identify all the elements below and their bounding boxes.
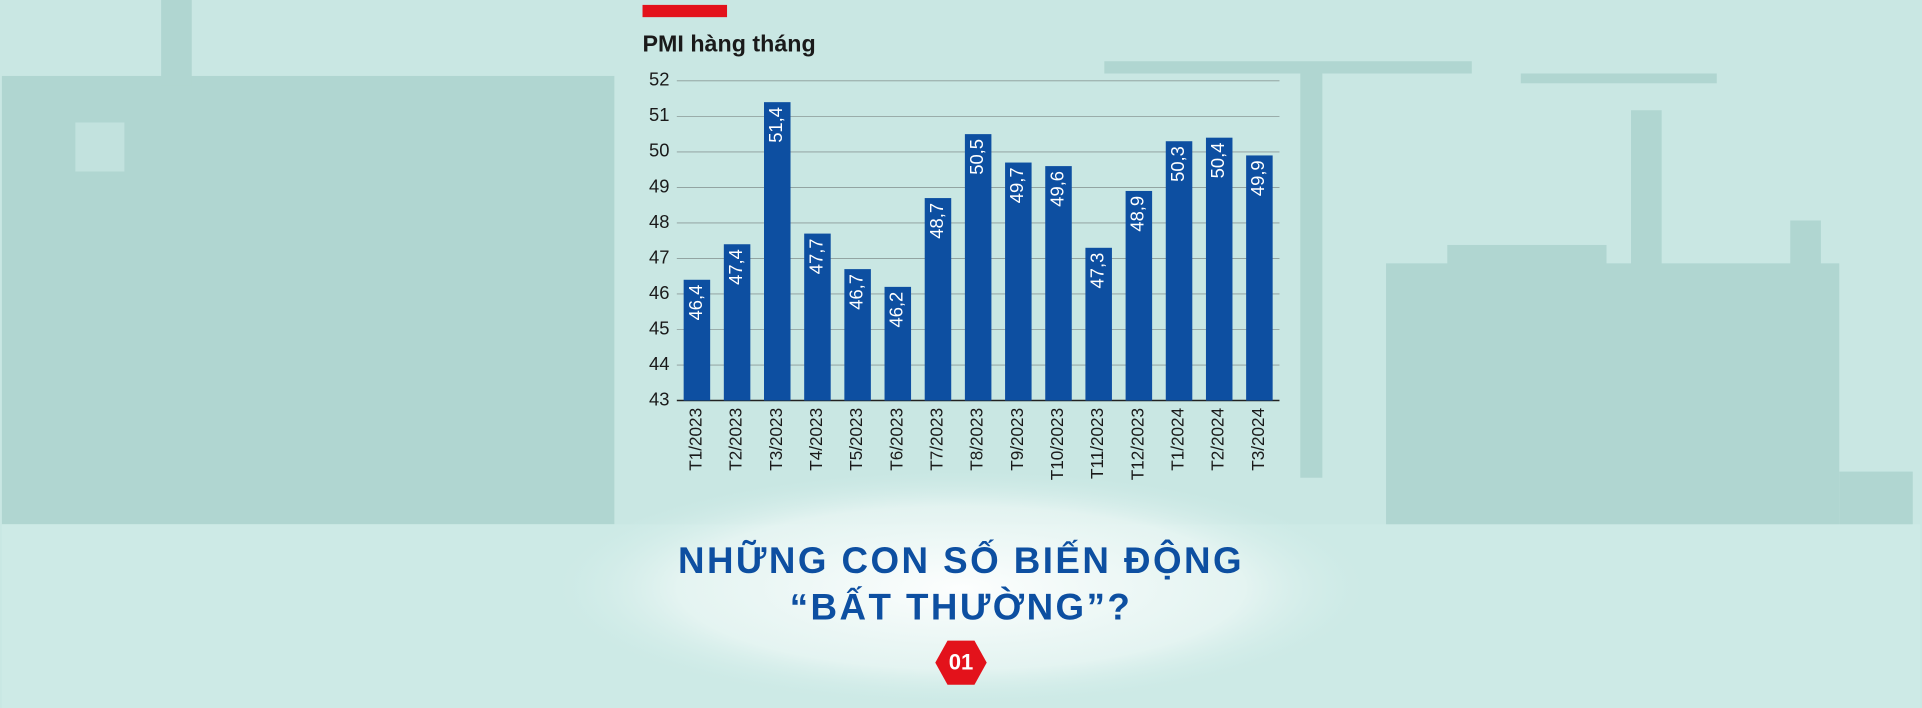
- bar: [1085, 247, 1112, 401]
- value-label: 51,4: [765, 107, 786, 143]
- value-label: 47,3: [1087, 253, 1108, 289]
- x-tick-label: T7/2023: [927, 408, 947, 471]
- headline-glow: [556, 471, 1366, 705]
- bar: [764, 102, 791, 401]
- x-tick-label: T12/2023: [1127, 408, 1147, 480]
- value-label: 49,7: [1006, 167, 1027, 203]
- bar: [964, 134, 992, 401]
- bar: [1125, 190, 1153, 401]
- x-tick-label: T10/2023: [1047, 408, 1067, 480]
- value-label: 48,7: [926, 203, 947, 239]
- chart-title: PMI hàng tháng: [643, 30, 816, 56]
- bar: [1005, 162, 1032, 401]
- bar: [1205, 137, 1233, 401]
- background-silhouette: [1, 0, 1913, 527]
- value-label: 50,3: [1167, 146, 1188, 182]
- y-tick-label: 51: [649, 104, 669, 125]
- value-label: 47,4: [725, 249, 746, 285]
- x-tick-label: T2/2023: [726, 408, 746, 471]
- value-label: 48,9: [1127, 196, 1148, 232]
- x-tick-label: T3/2024: [1248, 407, 1268, 470]
- x-tick-label: T5/2023: [846, 408, 866, 471]
- x-tick-label: T9/2023: [1007, 408, 1027, 471]
- x-tick-label: T2/2024: [1208, 407, 1228, 470]
- y-tick-label: 52: [649, 69, 669, 90]
- x-tick-label: T8/2023: [967, 408, 987, 471]
- value-label: 47,7: [805, 238, 826, 274]
- value-label: 46,7: [845, 274, 866, 310]
- x-tick-label: T4/2023: [806, 408, 826, 471]
- y-tick-label: 45: [649, 317, 669, 338]
- badge-hexagon: [935, 640, 987, 685]
- x-tick-label: T1/2023: [685, 408, 705, 471]
- x-tick-label: T1/2024: [1168, 407, 1188, 470]
- value-label: 50,4: [1207, 143, 1228, 179]
- y-tick-label: 50: [649, 140, 669, 161]
- headline-line: “BẤT THƯỜNG”?: [790, 586, 1133, 628]
- y-tick-label: 46: [649, 282, 669, 303]
- y-tick-label: 49: [649, 175, 669, 196]
- x-tick-label: T6/2023: [886, 408, 906, 471]
- value-label: 49,6: [1046, 171, 1067, 207]
- bar: [683, 279, 711, 401]
- bar: [884, 286, 912, 401]
- accent-bar: [642, 4, 728, 18]
- bar: [844, 269, 871, 401]
- value-label: 46,2: [886, 292, 907, 328]
- y-tick-label: 48: [649, 211, 669, 232]
- value-label: 49,9: [1247, 160, 1268, 196]
- bar: [1045, 166, 1072, 401]
- bar: [1246, 155, 1273, 401]
- headline-line: NHỮNG CON SỐ BIẾN ĐỘNG: [678, 539, 1244, 581]
- bar: [723, 244, 751, 401]
- y-tick-label: 44: [649, 353, 669, 374]
- bar: [924, 198, 952, 401]
- bar: [804, 233, 831, 401]
- x-tick-label: T3/2023: [766, 408, 786, 471]
- value-label: 46,4: [685, 285, 706, 321]
- badge-text: 01: [949, 650, 974, 675]
- bar: [1165, 141, 1193, 401]
- y-tick-label: 43: [649, 388, 669, 409]
- value-label: 50,5: [966, 139, 987, 175]
- x-tick-label: T11/2023: [1087, 408, 1107, 479]
- y-tick-label: 47: [649, 246, 669, 267]
